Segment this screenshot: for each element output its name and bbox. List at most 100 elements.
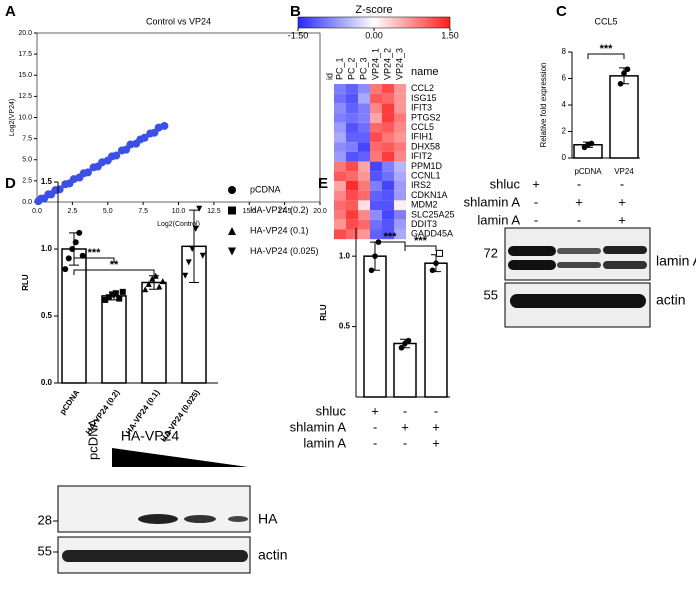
heat-cell	[382, 142, 394, 152]
condition-sign: +	[432, 435, 440, 450]
band-label: actin	[258, 547, 288, 563]
condition-sign: +	[575, 194, 583, 209]
heat-cell	[370, 229, 382, 240]
heat-cell	[358, 219, 370, 230]
heat-cell	[382, 113, 394, 123]
heat-cell	[370, 151, 382, 162]
x-tick-label: HA-VP24 (0.2)	[84, 388, 122, 436]
heat-cell	[358, 103, 370, 114]
legend-label: HA-VP24 (0.025)	[250, 246, 319, 256]
y-tick-label: 1.0	[339, 251, 351, 260]
heat-cell	[370, 142, 382, 152]
heat-cell	[358, 200, 370, 211]
y-tick-label: 0	[562, 153, 567, 162]
heat-cell	[394, 142, 406, 152]
heat-cell	[370, 200, 382, 211]
heat-cell	[334, 219, 346, 230]
bar	[609, 75, 639, 159]
sig-label: **	[110, 259, 119, 271]
heat-cell	[334, 84, 346, 94]
x-tick-label: pCDNA	[58, 388, 82, 416]
row-label: ISG15	[411, 93, 437, 103]
heat-cell	[358, 161, 370, 172]
y-axis-label: Log2(VP24)	[9, 99, 16, 136]
heat-cell	[334, 210, 346, 220]
row-label: CCL5	[411, 122, 434, 132]
column-label: VP24_2	[382, 48, 392, 80]
heat-cell	[382, 103, 394, 114]
heat-cell	[346, 142, 358, 152]
data-point	[621, 70, 627, 76]
heat-cell	[358, 122, 370, 133]
data-point	[79, 252, 86, 259]
data-point	[372, 253, 378, 259]
heat-cell	[370, 84, 382, 94]
data-point	[152, 272, 159, 279]
column-label: VP24_1	[370, 48, 380, 80]
data-point	[436, 249, 443, 257]
data-point	[199, 252, 206, 259]
heat-cell	[346, 122, 358, 133]
data-point	[189, 246, 196, 252]
heat-cell	[346, 190, 358, 201]
heat-cell	[394, 210, 406, 220]
legend-label: pCDNA	[250, 184, 281, 194]
heat-cell	[334, 161, 346, 172]
sig-bracket	[374, 241, 406, 247]
heat-cell	[358, 142, 370, 152]
data-point	[196, 205, 203, 212]
condition-sign: +	[618, 194, 626, 209]
heat-cell	[334, 229, 346, 240]
row-label: CCL2	[411, 83, 434, 93]
heat-cell	[346, 103, 358, 114]
data-point	[76, 229, 83, 236]
y-tick-label: 8	[562, 47, 567, 56]
blot-d: pcDNA HA-VP24 28 55 HA actin	[38, 418, 288, 574]
data-point	[145, 280, 152, 287]
x-tick-label: 2.5	[68, 208, 78, 215]
heat-cell	[358, 113, 370, 123]
y-tick-label: 20.0	[18, 30, 32, 37]
y-tick-label: 0.5	[41, 311, 53, 320]
heat-cell	[346, 84, 358, 94]
heat-cell	[370, 210, 382, 220]
y-axis-label: RLU	[319, 304, 328, 321]
heat-cell	[346, 161, 358, 172]
row-label: IFIH1	[411, 132, 433, 142]
x-tick-label: 20.0	[313, 208, 327, 215]
blot-e: 72 55 lamin A/C actin	[484, 227, 696, 328]
mw-marker: 28	[38, 512, 52, 527]
condition-sign: -	[620, 176, 624, 191]
data-point	[398, 344, 405, 351]
name-label: name	[411, 66, 439, 78]
data-point	[72, 239, 79, 246]
condition-sign: -	[577, 176, 581, 191]
heat-cell	[346, 200, 358, 211]
x-tick-label: 15.0	[242, 208, 256, 215]
heat-cell	[394, 219, 406, 230]
mw-marker: 55	[484, 287, 498, 302]
bar	[424, 262, 448, 398]
column-label: PC_2	[346, 57, 356, 80]
sig-bracket	[73, 257, 115, 263]
heat-cell	[346, 132, 358, 143]
band	[603, 261, 647, 269]
data-point	[116, 295, 123, 302]
data-point	[433, 260, 439, 267]
heat-cell	[394, 161, 406, 172]
sig-bracket	[404, 245, 437, 251]
row-label: GADD45A	[411, 229, 453, 239]
heat-cell	[334, 171, 346, 181]
heat-cell	[394, 200, 406, 211]
group-label: HA-VP24	[121, 428, 180, 444]
heat-cell	[334, 142, 346, 152]
data-point	[185, 259, 192, 266]
heat-cell	[346, 181, 358, 191]
heat-cell	[370, 190, 382, 201]
band	[508, 246, 556, 256]
panel-label: D	[5, 175, 16, 192]
data-point	[624, 66, 631, 73]
data-point	[228, 247, 236, 256]
panel-label: E	[318, 175, 328, 192]
x-tick-label: 10.0	[172, 208, 186, 215]
